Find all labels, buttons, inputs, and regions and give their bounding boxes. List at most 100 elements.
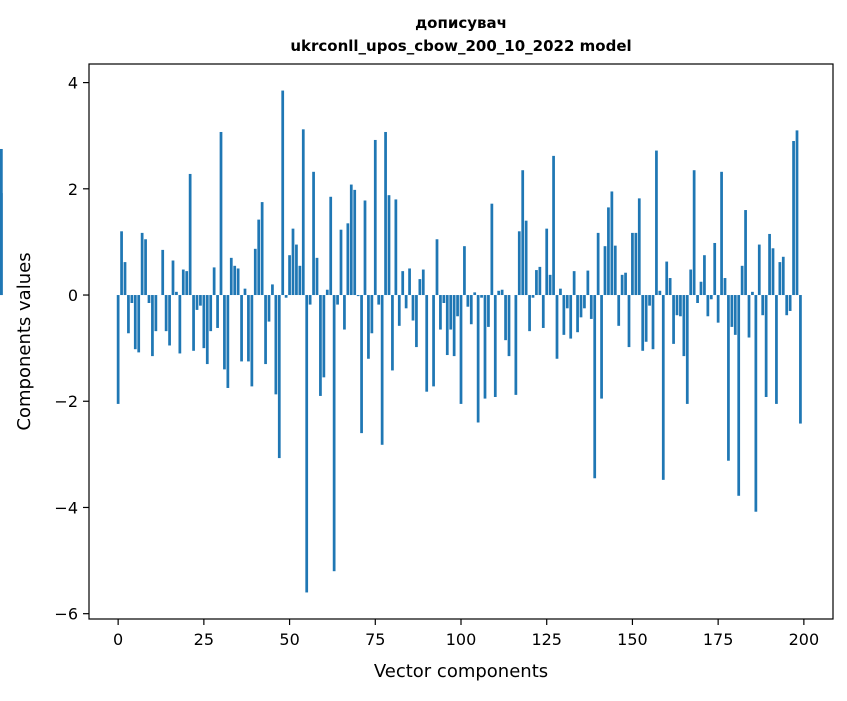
- bar: [676, 295, 679, 315]
- bar: [580, 295, 583, 317]
- bar: [652, 295, 655, 349]
- bar: [412, 295, 415, 320]
- x-tick-label: 25: [194, 630, 214, 649]
- bar: [518, 231, 521, 295]
- bar: [689, 270, 692, 295]
- bar: [682, 295, 685, 356]
- bar: [628, 295, 631, 347]
- bar: [353, 190, 356, 295]
- bar: [734, 295, 737, 335]
- bar: [408, 268, 411, 295]
- bar: [206, 295, 209, 364]
- bar: [0, 149, 3, 295]
- bar: [556, 295, 559, 359]
- bar: [717, 295, 720, 323]
- bar: [700, 282, 703, 295]
- bar: [466, 295, 469, 307]
- bar: [319, 295, 322, 396]
- bar: [141, 233, 144, 295]
- bar: [792, 141, 795, 295]
- bar: [765, 295, 768, 397]
- bar: [388, 195, 391, 295]
- bar: [192, 295, 195, 351]
- bar: [600, 295, 603, 399]
- bar: [374, 140, 377, 295]
- bar: [216, 295, 219, 328]
- bar: [130, 295, 133, 303]
- bar: [394, 199, 397, 295]
- bar: [185, 271, 188, 295]
- bar: [401, 271, 404, 295]
- bar: [713, 243, 716, 295]
- bar: [641, 295, 644, 351]
- y-tick-label: 4: [68, 74, 78, 93]
- bar: [504, 295, 507, 340]
- bar: [532, 295, 535, 298]
- bar: [662, 295, 665, 480]
- bar: [593, 295, 596, 478]
- bar: [703, 255, 706, 295]
- bar: [333, 295, 336, 571]
- bar: [789, 295, 792, 311]
- bar: [617, 295, 620, 326]
- bar: [610, 191, 613, 295]
- bar: [336, 295, 339, 305]
- bar: [364, 200, 367, 295]
- bar: [178, 295, 181, 353]
- bar: [278, 295, 281, 458]
- bar: [573, 271, 576, 295]
- bar: [621, 275, 624, 295]
- bar: [751, 292, 754, 295]
- bar: [398, 295, 401, 326]
- bar: [196, 295, 199, 310]
- bar: [772, 248, 775, 295]
- bar: [586, 271, 589, 295]
- bar: [295, 245, 298, 295]
- bar: [456, 295, 459, 316]
- bar: [161, 250, 164, 295]
- bar: [151, 295, 154, 356]
- bar: [785, 295, 788, 315]
- x-tick-label: 200: [789, 630, 820, 649]
- bar: [257, 220, 260, 295]
- bar: [446, 295, 449, 355]
- bar: [329, 197, 332, 295]
- bar: [761, 295, 764, 315]
- chart-title-line-2: ukrconll_upos_cbow_200_10_2022 model: [290, 37, 631, 55]
- bar: [213, 267, 216, 295]
- bar: [655, 151, 658, 295]
- bar: [230, 258, 233, 295]
- x-axis-label: Vector components: [374, 661, 548, 682]
- bar: [538, 267, 541, 295]
- bar: [418, 279, 421, 295]
- bar: [706, 295, 709, 316]
- bar: [244, 289, 247, 295]
- bar: [302, 129, 305, 295]
- bar: [237, 268, 240, 295]
- bar: [120, 231, 123, 295]
- bar: [508, 295, 511, 356]
- bar: [268, 295, 271, 322]
- bar: [604, 246, 607, 295]
- bar: [305, 295, 308, 592]
- bar: [624, 273, 627, 295]
- bar: [631, 233, 634, 295]
- bar: [634, 233, 637, 295]
- bar: [597, 233, 600, 295]
- bar: [281, 91, 284, 295]
- bar: [127, 295, 130, 333]
- chart-title-line-1: дописувач: [415, 14, 507, 32]
- bar: [370, 295, 373, 333]
- bar: [758, 245, 761, 295]
- bar: [288, 255, 291, 295]
- bar: [442, 295, 445, 303]
- bar: [172, 261, 175, 296]
- bar: [261, 202, 264, 295]
- bar: [521, 170, 524, 295]
- bar: [274, 295, 277, 394]
- x-tick-label: 150: [617, 630, 648, 649]
- bar: [569, 295, 572, 339]
- bar: [137, 295, 140, 352]
- bar: [470, 295, 473, 324]
- bar: [285, 295, 288, 298]
